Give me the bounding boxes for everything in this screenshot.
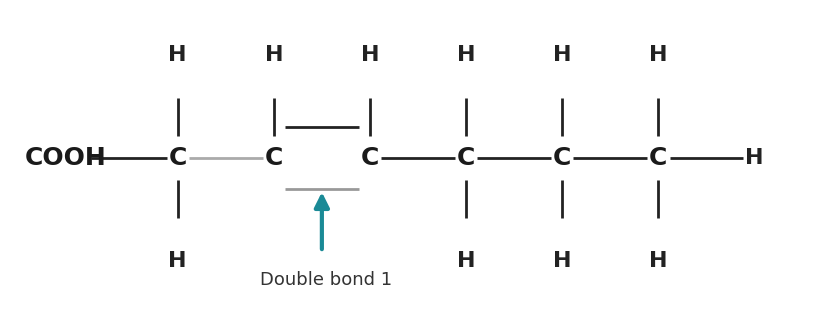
Text: Double bond 1: Double bond 1	[260, 271, 391, 289]
Text: H: H	[649, 45, 667, 65]
Text: H: H	[168, 45, 187, 65]
Text: COOH: COOH	[25, 146, 106, 170]
Text: C: C	[360, 146, 378, 170]
Text: C: C	[265, 146, 283, 170]
Text: H: H	[552, 251, 571, 271]
Text: H: H	[456, 251, 475, 271]
Text: C: C	[456, 146, 475, 170]
Text: H: H	[744, 148, 762, 168]
Text: H: H	[360, 45, 378, 65]
Text: C: C	[649, 146, 667, 170]
Text: H: H	[265, 45, 283, 65]
Text: C: C	[552, 146, 571, 170]
Text: H: H	[552, 45, 571, 65]
Text: H: H	[456, 45, 475, 65]
Text: C: C	[168, 146, 187, 170]
Text: H: H	[168, 251, 187, 271]
Text: H: H	[649, 251, 667, 271]
